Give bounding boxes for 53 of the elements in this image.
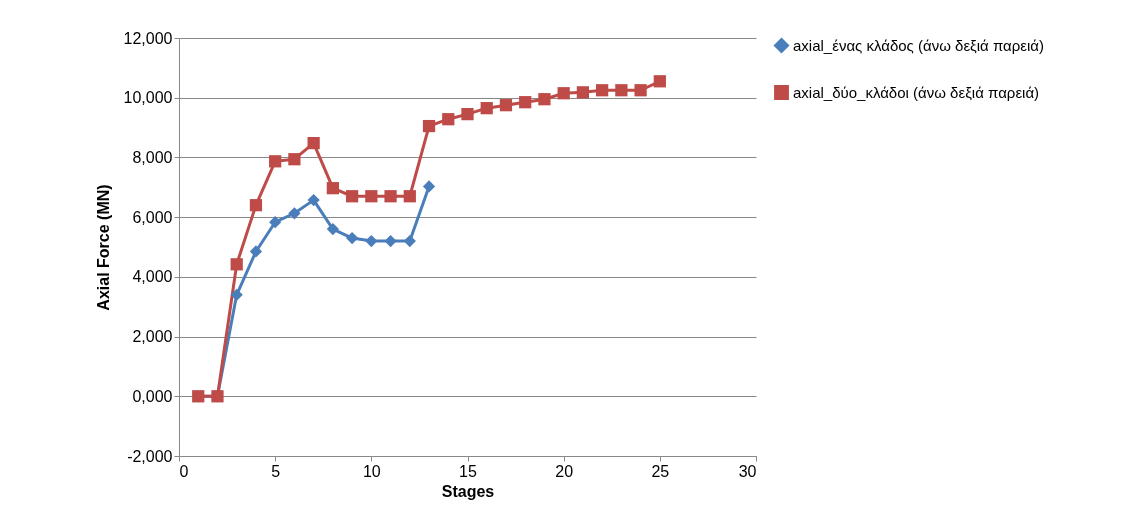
point bbox=[519, 96, 532, 109]
point bbox=[576, 86, 590, 99]
point bbox=[288, 207, 301, 220]
x-tick-label: 5 bbox=[271, 462, 281, 480]
point bbox=[365, 190, 378, 203]
point bbox=[538, 93, 551, 106]
point bbox=[403, 234, 416, 248]
point bbox=[269, 216, 282, 229]
point bbox=[442, 113, 455, 126]
point bbox=[557, 87, 570, 100]
x-axis-title: Stages bbox=[441, 482, 495, 500]
point bbox=[230, 258, 243, 271]
point bbox=[403, 190, 416, 203]
point bbox=[384, 190, 397, 203]
x-tick-label: 20 bbox=[555, 462, 574, 480]
point bbox=[307, 194, 320, 207]
x-tick-label: 30 bbox=[738, 462, 757, 480]
point bbox=[326, 222, 339, 236]
point bbox=[653, 75, 666, 88]
x-tick-label: 0 bbox=[179, 462, 189, 480]
y-tick-label: 8,000 bbox=[132, 148, 173, 166]
point bbox=[249, 245, 263, 258]
point bbox=[422, 119, 436, 133]
point bbox=[230, 288, 243, 301]
point bbox=[345, 231, 359, 245]
x-tick-label: 15 bbox=[459, 462, 477, 480]
y-tick-label: -2,000 bbox=[127, 447, 173, 465]
y-axis-title: Axial Force (MN) bbox=[94, 184, 112, 311]
y-tick-label: 12,000 bbox=[123, 29, 173, 47]
point bbox=[269, 155, 282, 168]
point bbox=[461, 108, 474, 121]
point bbox=[596, 84, 609, 97]
x-tick-label: 25 bbox=[651, 462, 670, 480]
y-tick-label: 10,000 bbox=[123, 89, 173, 107]
point bbox=[615, 84, 628, 97]
y-tick-label: 0,000 bbox=[132, 387, 173, 405]
point bbox=[345, 190, 359, 203]
point bbox=[249, 199, 263, 212]
point bbox=[307, 136, 320, 150]
point bbox=[499, 99, 513, 112]
y-tick-label: 4,000 bbox=[132, 268, 173, 286]
point bbox=[480, 102, 493, 115]
point bbox=[326, 182, 339, 195]
y-tick-label: 2,000 bbox=[132, 328, 173, 346]
point bbox=[288, 153, 301, 166]
point bbox=[384, 234, 397, 248]
x-tick-label: 10 bbox=[362, 462, 381, 480]
y-tick-label: 6,000 bbox=[132, 208, 173, 226]
legend-label: axial_δύο_κλάδοι (άνω δεξιά παρειά) bbox=[793, 83, 1040, 101]
legend-label: axial_ένας κλάδος (άνω δεξιά παρειά) bbox=[793, 36, 1044, 54]
point bbox=[634, 84, 647, 97]
point bbox=[422, 180, 436, 193]
point bbox=[365, 234, 378, 248]
